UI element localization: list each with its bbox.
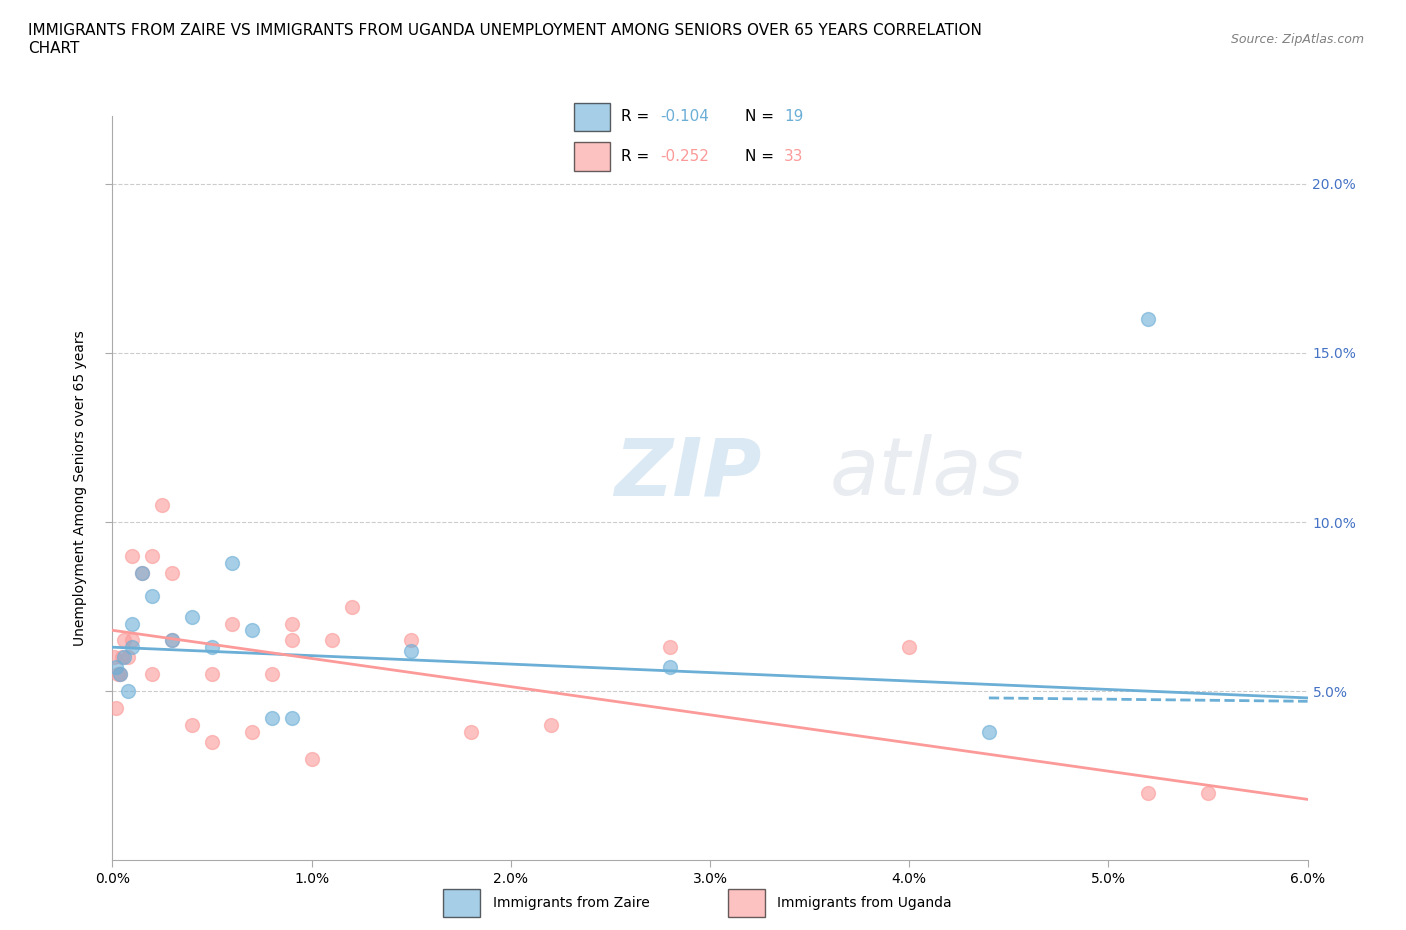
Point	[201, 640, 224, 655]
Text: Immigrants from Uganda: Immigrants from Uganda	[778, 896, 952, 910]
Point	[301, 751, 323, 766]
Text: N =: N =	[745, 110, 779, 125]
Point	[181, 718, 204, 733]
Text: R =: R =	[621, 149, 655, 164]
Point	[540, 718, 562, 733]
Point	[107, 667, 129, 682]
Point	[117, 650, 139, 665]
Point	[114, 633, 135, 648]
Text: ZIP: ZIP	[614, 434, 762, 512]
Text: atlas: atlas	[830, 434, 1025, 512]
Point	[111, 650, 134, 665]
Point	[162, 633, 183, 648]
Point	[221, 555, 243, 570]
Text: R =: R =	[621, 110, 655, 125]
Point	[221, 616, 243, 631]
Point	[260, 667, 283, 682]
Point	[121, 640, 143, 655]
Point	[131, 565, 153, 580]
Point	[898, 640, 921, 655]
Text: 33: 33	[785, 149, 803, 164]
Text: IMMIGRANTS FROM ZAIRE VS IMMIGRANTS FROM UGANDA UNEMPLOYMENT AMONG SENIORS OVER : IMMIGRANTS FROM ZAIRE VS IMMIGRANTS FROM…	[28, 23, 981, 56]
Point	[114, 650, 135, 665]
Point	[150, 498, 173, 512]
Point	[281, 711, 304, 725]
Point	[105, 700, 128, 715]
Text: -0.252: -0.252	[659, 149, 709, 164]
Text: 19: 19	[785, 110, 803, 125]
Point	[340, 599, 363, 614]
Point	[260, 711, 283, 725]
Point	[659, 640, 682, 655]
Point	[105, 660, 128, 675]
Point	[401, 644, 423, 658]
Y-axis label: Unemployment Among Seniors over 65 years: Unemployment Among Seniors over 65 years	[73, 330, 87, 646]
Point	[321, 633, 343, 648]
Point	[977, 724, 1000, 739]
Point	[281, 616, 304, 631]
Text: -0.104: -0.104	[659, 110, 709, 125]
Point	[110, 667, 132, 682]
Point	[1137, 312, 1160, 326]
Point	[141, 667, 163, 682]
Point	[201, 735, 224, 750]
FancyBboxPatch shape	[728, 889, 765, 917]
Point	[1197, 785, 1219, 800]
Point	[281, 633, 304, 648]
Point	[121, 616, 143, 631]
Point	[117, 684, 139, 698]
Point	[141, 549, 163, 564]
Point	[659, 660, 682, 675]
Point	[460, 724, 482, 739]
FancyBboxPatch shape	[443, 889, 481, 917]
Text: Immigrants from Zaire: Immigrants from Zaire	[492, 896, 650, 910]
FancyBboxPatch shape	[574, 142, 610, 171]
Point	[240, 724, 263, 739]
Point	[162, 633, 183, 648]
FancyBboxPatch shape	[574, 102, 610, 131]
Point	[110, 667, 132, 682]
Point	[201, 667, 224, 682]
Text: N =: N =	[745, 149, 779, 164]
Point	[181, 609, 204, 624]
Point	[103, 650, 125, 665]
Point	[141, 589, 163, 604]
Point	[131, 565, 153, 580]
Text: Source: ZipAtlas.com: Source: ZipAtlas.com	[1230, 33, 1364, 46]
Point	[240, 623, 263, 638]
Point	[162, 565, 183, 580]
Point	[121, 549, 143, 564]
Point	[401, 633, 423, 648]
Point	[121, 633, 143, 648]
Point	[1137, 785, 1160, 800]
